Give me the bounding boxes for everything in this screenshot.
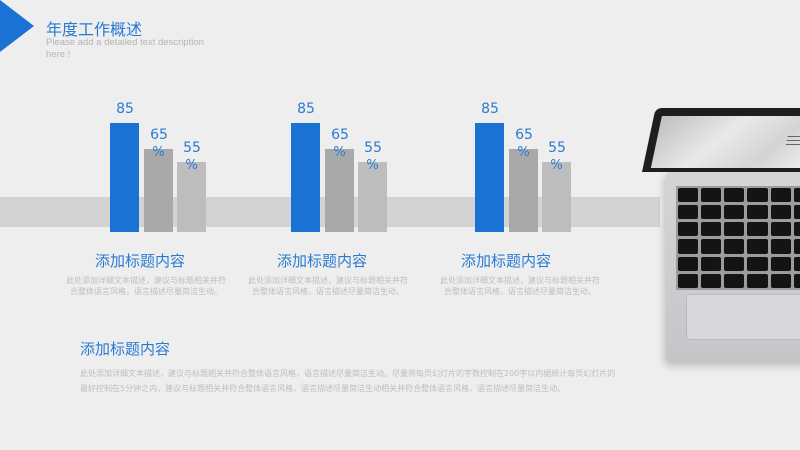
bar-percent-g2-3: % — [366, 157, 379, 173]
bar-percent-g3-2: % — [517, 144, 530, 160]
keyboard-key — [770, 256, 791, 271]
laptop-trackpad — [686, 294, 800, 340]
card-3-title: 添加标题内容 — [460, 252, 551, 270]
bar-label-g1-3: 55 — [183, 139, 201, 156]
bar-g1-3 — [177, 161, 206, 232]
bar-g1-1 — [110, 123, 139, 232]
keyboard-key — [793, 273, 800, 288]
bar-g3-3 — [542, 161, 571, 232]
bar-percent-g2-2: % — [333, 144, 346, 160]
laptop-image — [636, 108, 800, 362]
keyboard-key — [724, 256, 745, 271]
bar-label-g1-2: 65 — [150, 126, 168, 143]
keyboard-key — [724, 188, 745, 203]
keyboard-key — [747, 273, 768, 288]
card-3-text: 此处添加详细文本描述，建议与标题相关并符合整体语言风格，语言描述尽量简洁生动。 — [440, 276, 600, 296]
keyboard-key — [678, 239, 699, 254]
bar-label-g3-2: 65 — [515, 126, 533, 143]
keyboard-key — [701, 273, 722, 288]
keyboard-key — [793, 205, 800, 220]
keyboard-key — [678, 188, 699, 203]
keyboard-key — [724, 222, 745, 237]
section-text: 此处添加详细文本描述，建议与标题相关并符合整体语言风格，语言描述尽量简洁生动。尽… — [80, 369, 616, 393]
bar-percent-g3-3: % — [550, 157, 563, 173]
bar-g2-3 — [358, 161, 387, 232]
keyboard-key — [747, 239, 768, 254]
keyboard-key — [770, 222, 791, 237]
bar-label-g2-2: 65 — [331, 126, 349, 143]
keyboard-key — [724, 239, 745, 254]
laptop-screen-display — [650, 116, 800, 168]
bar-percent-g1-3: % — [185, 157, 198, 173]
keyboard-key — [770, 188, 791, 203]
keyboard-key — [747, 222, 768, 237]
keyboard-key — [793, 256, 800, 271]
bar-g3-2 — [509, 148, 538, 232]
keyboard-key — [793, 222, 800, 237]
laptop-keyboard — [676, 186, 800, 290]
card-1-text: 此处添加详细文本描述，建议与标题相关并符合整体语言风格，语言描述尽量简洁生动。 — [66, 276, 226, 296]
keyboard-key — [770, 273, 791, 288]
keyboard-key — [701, 205, 722, 220]
bar-g3-1 — [475, 123, 504, 232]
keyboard-key — [701, 188, 722, 203]
section-title: 添加标题内容 — [80, 340, 171, 358]
keyboard-key — [678, 205, 699, 220]
keyboard-key — [770, 239, 791, 254]
keyboard-key — [701, 222, 722, 237]
keyboard-key — [724, 273, 745, 288]
bar-g1-2 — [144, 148, 173, 232]
keyboard-key — [770, 205, 791, 220]
keyboard-key — [747, 188, 768, 203]
bar-percent-g1-2: % — [152, 144, 165, 160]
laptop-base — [666, 172, 800, 362]
keyboard-key — [678, 273, 699, 288]
keyboard-key — [747, 205, 768, 220]
keyboard-key — [793, 188, 800, 203]
keyboard-key — [701, 239, 722, 254]
bar-g2-1 — [291, 123, 320, 232]
bar-label-g2-3: 55 — [364, 139, 382, 156]
corner-triangle-decoration — [0, 0, 34, 52]
keyboard-key — [793, 239, 800, 254]
screen-text-lines — [785, 136, 800, 150]
bar-label-g1-1: 85 — [116, 101, 134, 118]
keyboard-key — [678, 222, 699, 237]
page-subtitle: Please add a detailed text description h… — [46, 37, 204, 60]
keyboard-key — [678, 256, 699, 271]
bar-label-g3-3: 55 — [548, 139, 566, 156]
keyboard-key — [747, 256, 768, 271]
bar-g2-2 — [325, 148, 354, 232]
bar-label-g3-1: 85 — [481, 101, 499, 118]
bar-label-g2-1: 85 — [297, 101, 315, 118]
page-title: 年度工作概述 — [46, 20, 143, 39]
card-2-title: 添加标题内容 — [276, 252, 367, 270]
laptop-screen — [642, 108, 800, 172]
card-1-title: 添加标题内容 — [94, 252, 185, 270]
card-2-text: 此处添加详细文本描述，建议与标题相关并符合整体语言风格，语言描述尽量简洁生动。 — [248, 276, 408, 296]
keyboard-key — [701, 256, 722, 271]
keyboard-key — [724, 205, 745, 220]
